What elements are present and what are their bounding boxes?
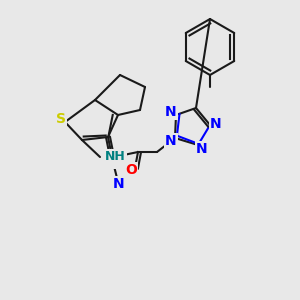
Text: NH: NH xyxy=(105,151,126,164)
Text: C: C xyxy=(106,154,116,167)
Text: N: N xyxy=(113,177,125,191)
Text: N: N xyxy=(165,105,177,119)
Text: O: O xyxy=(125,163,137,177)
Text: N: N xyxy=(165,134,177,148)
Text: N: N xyxy=(210,117,222,131)
Text: N: N xyxy=(196,142,208,156)
Text: S: S xyxy=(56,112,66,126)
